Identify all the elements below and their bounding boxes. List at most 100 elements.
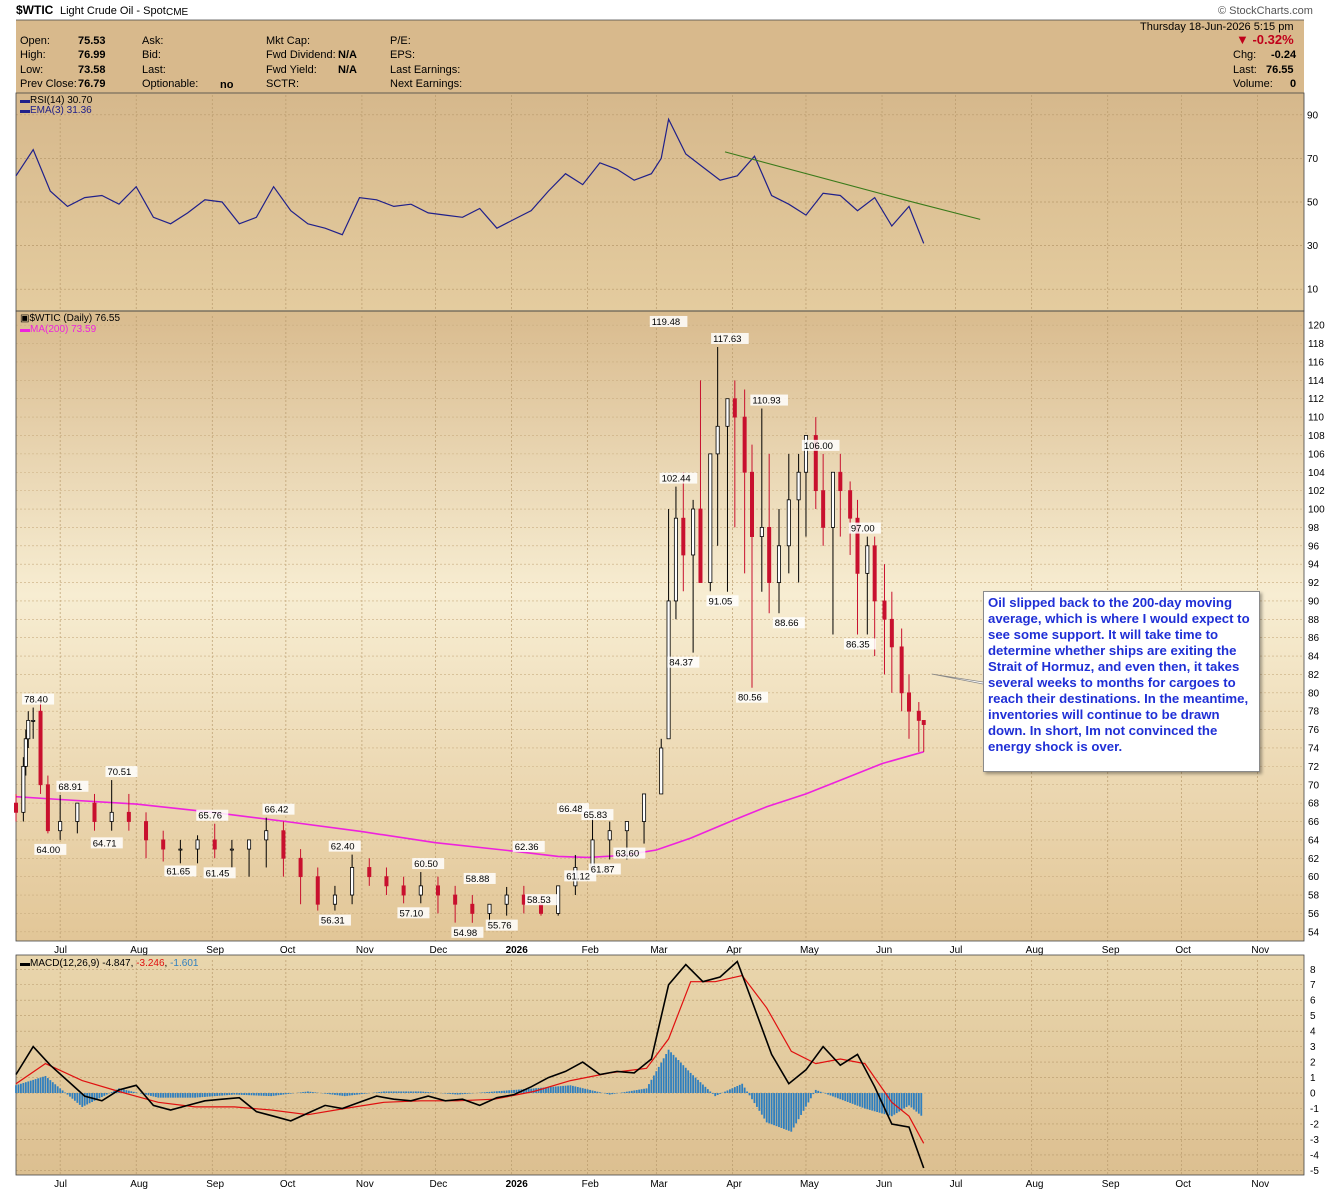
macd-histogram-bar xyxy=(459,1093,461,1095)
candle-body xyxy=(281,830,286,859)
candle-body xyxy=(759,526,764,537)
macd-histogram-bar xyxy=(483,1092,486,1094)
price-label: 66.42 xyxy=(265,805,289,816)
annotation-callout: Oil slipped back to the 200-day moving a… xyxy=(983,591,1260,772)
rsi-y-tick: 10 xyxy=(1307,285,1319,296)
price-label-bg xyxy=(397,907,430,919)
macd-histogram-bar xyxy=(706,1089,709,1094)
macd-histogram-bar xyxy=(572,1085,574,1094)
price-y-tick: 108 xyxy=(1308,431,1325,442)
price-y-tick: 114 xyxy=(1308,376,1324,387)
macd-histogram-bar xyxy=(277,1093,280,1096)
price-y-tick: 88 xyxy=(1308,615,1320,626)
macd-histogram-bar xyxy=(71,1093,74,1099)
macd-histogram-bar xyxy=(557,1086,560,1094)
price-label-bg xyxy=(463,872,496,884)
macd-histogram-bar xyxy=(73,1093,76,1101)
macd-histogram-bar xyxy=(64,1092,66,1094)
macd-histogram-bar xyxy=(299,1092,302,1094)
macd-histogram-bar xyxy=(787,1093,790,1131)
price-label: 102.44 xyxy=(662,474,691,485)
price-label: 88.66 xyxy=(775,618,799,629)
x-tick-label: Sep xyxy=(206,945,224,956)
macd-histogram-bar xyxy=(346,1093,349,1096)
candle-body xyxy=(332,894,337,905)
price-y-tick: 96 xyxy=(1308,541,1320,552)
macd-y-tick: 0 xyxy=(1310,1089,1316,1100)
macd-histogram-bar xyxy=(910,1093,913,1108)
macd-histogram-bar xyxy=(140,1093,143,1094)
price-label-bg xyxy=(556,803,589,815)
candle-body xyxy=(21,765,26,813)
macd-histogram-bar xyxy=(54,1084,57,1094)
macd-histogram-bar xyxy=(741,1083,744,1094)
macd-y-tick: 7 xyxy=(1310,980,1316,991)
macd-histogram-bar xyxy=(191,1093,194,1098)
macd-histogram-bar xyxy=(913,1093,915,1110)
macd-y-tick: -3 xyxy=(1310,1135,1319,1146)
macd-x-tick-label: Jul xyxy=(54,1179,67,1190)
rsi-line xyxy=(15,117,925,244)
exchange: CME xyxy=(166,7,189,18)
price-y-tick: 110 xyxy=(1308,413,1324,424)
candle-body xyxy=(470,903,475,914)
macd-histogram-bar xyxy=(876,1093,879,1113)
x-tick-label: Jul xyxy=(950,945,963,956)
macd-y-tick: 6 xyxy=(1310,996,1316,1007)
macd-histogram-bar xyxy=(746,1091,748,1094)
macd-histogram-bar xyxy=(878,1093,881,1113)
macd-histogram-bar xyxy=(785,1093,788,1130)
low-value: 73.58 xyxy=(78,64,106,76)
macd-histogram-bar xyxy=(883,1093,886,1115)
high-label: High: xyxy=(20,49,46,61)
macd-histogram-bar xyxy=(392,1091,395,1094)
macd-histogram-bar xyxy=(920,1093,923,1116)
macd-histogram-bar xyxy=(248,1093,250,1096)
rsi-y-tick: 30 xyxy=(1307,241,1319,252)
macd-histogram-bar xyxy=(267,1093,270,1097)
macd-histogram-bar xyxy=(272,1093,275,1096)
ask-label: Ask: xyxy=(142,35,164,47)
macd-histogram-bar xyxy=(611,1093,614,1095)
open-value: 75.53 xyxy=(78,35,106,47)
macd-y-tick: 4 xyxy=(1310,1027,1316,1038)
macd-histogram-bar xyxy=(760,1093,763,1115)
macd-histogram-bar xyxy=(44,1076,47,1094)
price-label-bg xyxy=(318,914,351,926)
macd-histogram-bar xyxy=(196,1093,199,1098)
macd-histogram-bar xyxy=(417,1091,420,1094)
macd-histogram-bar xyxy=(903,1093,906,1109)
candle-body xyxy=(23,738,28,767)
macd-histogram-bar xyxy=(564,1085,567,1094)
macd-histogram-bar xyxy=(395,1091,398,1094)
price-y-tick: 74 xyxy=(1308,743,1320,754)
macd-histogram-bar xyxy=(623,1092,626,1094)
price-y-tick: 58 xyxy=(1308,891,1320,902)
macd-histogram-bar xyxy=(679,1062,682,1094)
macd-histogram-bar xyxy=(500,1090,503,1094)
macd-legend-marker: ▬ xyxy=(20,958,30,969)
price-y-tick: 64 xyxy=(1308,835,1320,846)
macd-histogram-bar xyxy=(314,1092,317,1094)
macd-histogram-bar xyxy=(525,1088,528,1094)
macd-histogram-bar xyxy=(554,1086,557,1094)
macd-histogram-bar xyxy=(586,1089,589,1094)
macd-histogram-bar xyxy=(402,1091,405,1094)
eps-label: EPS: xyxy=(390,49,416,61)
macd-x-tick-label: Nov xyxy=(1251,1179,1269,1190)
price-label-bg xyxy=(22,693,55,705)
macd-histogram-bar xyxy=(768,1093,771,1124)
macd-histogram-bar xyxy=(446,1093,449,1094)
bid-label: Bid: xyxy=(142,49,161,61)
macd-histogram-bar xyxy=(873,1093,876,1112)
macd-histogram-bar xyxy=(179,1093,182,1098)
macd-histogram-bar xyxy=(613,1093,616,1094)
candle-body xyxy=(350,867,355,896)
macd-histogram-bar xyxy=(756,1093,758,1107)
price-label: 117.63 xyxy=(713,334,741,345)
candle-body xyxy=(830,471,835,528)
price-y-tick: 78 xyxy=(1308,707,1320,718)
macd-histogram-bar xyxy=(98,1093,101,1099)
price-y-tick: 104 xyxy=(1308,468,1325,479)
candle-body xyxy=(899,646,904,694)
